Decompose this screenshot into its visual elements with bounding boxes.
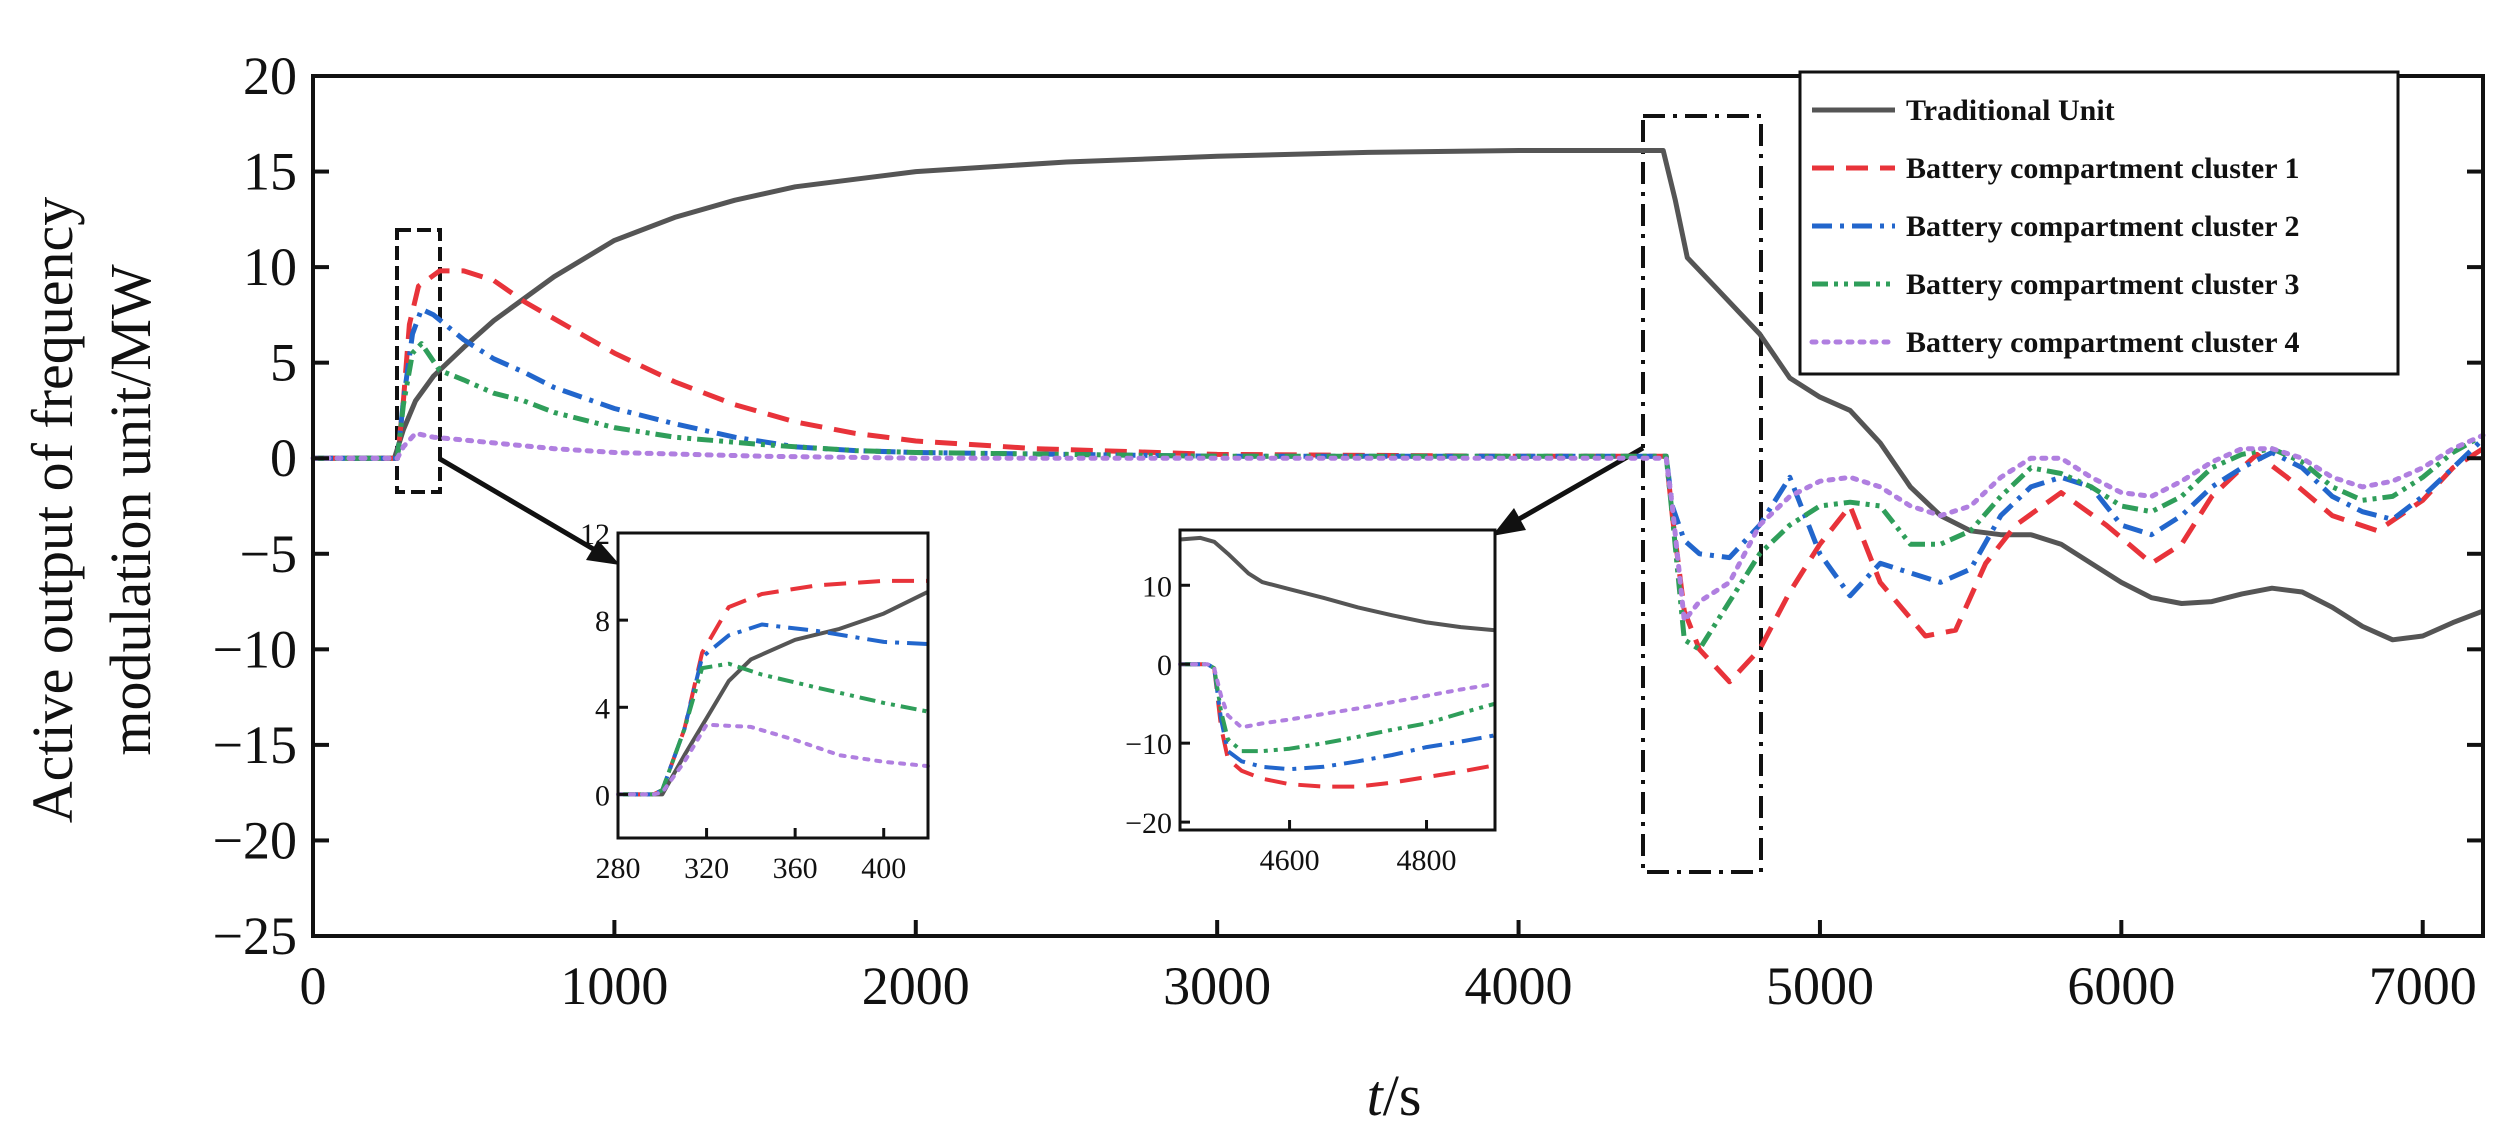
y-axis-title-line2: modulation unit/MW [98, 264, 163, 756]
inset-layer: 280 320 360 400 12 8 4 0 4600 4800 10 0 −10 −20 [580, 518, 1497, 885]
legend: Traditional Unit Battery compartment clus… [1798, 70, 2400, 376]
y-tick-label: 10 [243, 237, 297, 297]
y-axis-title-line1: Active output of frequency [20, 197, 85, 824]
x-tick-label: 0 [300, 956, 327, 1016]
x-tick-label: 2000 [862, 956, 970, 1016]
plot-frame [311, 74, 2485, 938]
legend-entry-3: Battery compartment cluster 2 [1812, 210, 2300, 243]
x-axis-title-italic: t [1367, 1063, 1385, 1128]
inset-x-tick-label: 280 [596, 852, 641, 885]
axes-layer: 0 1000 2000 3000 4000 5000 6000 700020151050−5−… [213, 46, 2485, 1016]
legend-entry-1: Traditional Unit [1812, 94, 2115, 127]
y-tick-label: 15 [243, 142, 297, 202]
legend-entry-4: Battery compartment cluster 3 [1812, 268, 2300, 301]
series-line-5 [310, 430, 2486, 624]
inset-x-tick-label: 360 [773, 852, 818, 885]
inset-background [1180, 530, 1495, 830]
legend-entry-2: Battery compartment cluster 1 [1812, 152, 2300, 185]
inset-x-tick-label: 320 [684, 852, 729, 885]
inset-y-tick-label: 0 [1157, 649, 1172, 682]
x-axis-title-unit: /s [1383, 1063, 1422, 1128]
inset-1-series-line-5 [616, 722, 930, 797]
legend-items: Traditional Unit Battery compartment clus… [1809, 94, 2300, 359]
y-tick-label: 0 [270, 428, 297, 488]
y-tick-label: −5 [240, 524, 297, 584]
y-tick-label: 20 [243, 46, 297, 106]
inset-x-tick-label: 400 [861, 852, 906, 885]
inset-background [618, 533, 928, 838]
inset-chart-1: 280 320 360 400 12 8 4 0 [580, 518, 930, 885]
x-tick-label: 4000 [1465, 956, 1573, 1016]
series-line-4 [313, 341, 2485, 652]
series-line-1 [313, 148, 2484, 643]
inset-y-tick-label: 10 [1142, 570, 1172, 603]
legend-entry-5: Battery compartment cluster 4 [1809, 326, 2300, 359]
zoom-arrowhead-startup [586, 540, 620, 565]
inset-chart-2: 4600 4800 10 0 −10 −20 [1125, 528, 1497, 877]
legend-label: Battery compartment cluster 3 [1906, 268, 2300, 301]
inset-y-tick-label: 4 [595, 692, 610, 725]
series-line-2 [313, 268, 2485, 685]
series-line-3 [313, 306, 2485, 599]
inset-y-tick-label: −10 [1125, 728, 1172, 761]
y-tick-label: −25 [213, 906, 297, 966]
zoom-arrowhead-drop [1492, 508, 1526, 536]
inset-y-tick-label: 0 [595, 779, 610, 812]
zoom-arrow-drop [1498, 445, 1645, 533]
x-tick-label: 6000 [2067, 956, 2175, 1016]
inset-frame [616, 531, 930, 840]
zoom-box-drop [1641, 114, 1763, 874]
x-tick-label: 1000 [560, 956, 668, 1016]
y-axis-title: Active output of frequency modulation un… [20, 197, 163, 824]
x-tick-label: 3000 [1163, 956, 1271, 1016]
inset-x-tick-label: 4800 [1397, 844, 1457, 877]
legend-label: Battery compartment cluster 1 [1906, 152, 2300, 185]
inset-2-series-line-5 [1178, 662, 1497, 730]
zoom-box-startup [395, 228, 442, 494]
inset-frame [1178, 528, 1497, 832]
inset-y-tick-label: 8 [595, 605, 610, 638]
inset-2-series-line-1 [1179, 535, 1496, 633]
y-tick-label: −10 [213, 619, 297, 679]
legend-label: Traditional Unit [1906, 94, 2115, 127]
x-tick-label: 7000 [2369, 956, 2477, 1016]
y-tick-label: 5 [270, 333, 297, 393]
inset-2-series-line-4 [1180, 662, 1496, 754]
series-layer [310, 148, 2486, 685]
y-tick-label: −15 [213, 715, 297, 775]
inset-y-tick-label: −20 [1125, 807, 1172, 840]
x-tick-label: 5000 [1766, 956, 1874, 1016]
legend-label: Battery compartment cluster 4 [1906, 326, 2300, 359]
zoom-arrow-startup [438, 456, 614, 563]
y-tick-label: −20 [213, 810, 297, 870]
inset-y-tick-label: 12 [580, 518, 610, 551]
inset-1-series-line-4 [618, 661, 929, 797]
inset-x-tick-label: 4600 [1260, 844, 1320, 877]
legend-box [1798, 70, 2400, 376]
x-axis-title: t/s [1367, 1063, 1422, 1128]
legend-label: Battery compartment cluster 2 [1906, 210, 2300, 243]
zoom-boxes [395, 114, 1763, 874]
